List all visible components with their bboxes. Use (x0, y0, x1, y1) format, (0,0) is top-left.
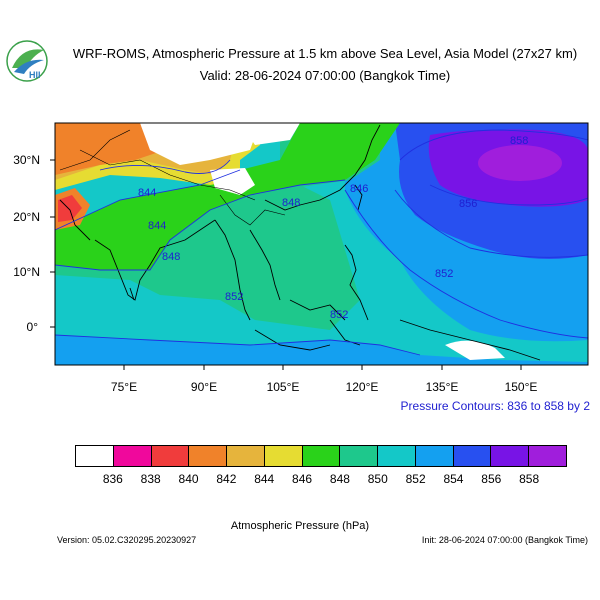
map-frame (54, 122, 589, 366)
colorbar-swatch (113, 446, 152, 466)
colorbar (75, 445, 567, 467)
lon-label: 75°E (111, 380, 137, 394)
colorbar-swatch (491, 446, 530, 466)
colorbar-swatch (378, 446, 416, 466)
colorbar-swatch (189, 446, 228, 466)
contour-label: 848 (162, 251, 180, 263)
colorbar-level-label: 844 (254, 472, 275, 486)
colorbar-level-label: 846 (292, 472, 313, 486)
version-text: Version: 05.02.C320295.20230927 (57, 535, 197, 545)
contour-label: 844 (138, 187, 156, 199)
contour-label: 844 (148, 220, 166, 232)
colorbar-level-label: 856 (481, 472, 502, 486)
colorbar-units: Atmospheric Pressure (hPa) (230, 520, 370, 532)
contour-label: 846 (350, 183, 368, 195)
axis-ticks (50, 159, 522, 370)
contour-label: 848 (282, 197, 300, 209)
colorbar-level-label: 852 (405, 472, 426, 486)
colorbar-swatch (151, 446, 190, 466)
lon-label: 150°E (505, 380, 538, 394)
lon-label: 105°E (267, 380, 300, 394)
colorbar-level-label: 854 (443, 472, 464, 486)
logo-text: HII (29, 70, 41, 80)
contour-label: 852 (225, 291, 243, 303)
lon-label: 135°E (426, 380, 459, 394)
lat-label: 30°N (13, 153, 40, 167)
colorbar-swatch (227, 446, 265, 466)
contour-note: Pressure Contours: 836 to 858 by 2 (400, 399, 590, 413)
coastlines (59, 124, 541, 361)
lat-label: 20°N (13, 210, 40, 224)
chart-title: WRF-ROMS, Atmospheric Pressure at 1.5 km… (72, 46, 578, 61)
lon-label: 90°E (191, 380, 217, 394)
contour-labels: 858 856 852 848 848 846 844 844 852 852 (138, 135, 528, 321)
valid-time: Valid: 28-06-2024 07:00:00 (Bangkok Time… (199, 68, 451, 83)
hii-logo: HII (6, 40, 48, 82)
borders (59, 129, 286, 226)
lat-label: 10°N (13, 265, 40, 279)
colorbar-level-label: 858 (519, 472, 540, 486)
pressure-contours (55, 129, 588, 356)
map-fields (55, 123, 588, 365)
lat-label: 0° (27, 320, 39, 334)
lon-labels: 75°E 90°E 105°E 120°E 135°E 150°E (111, 380, 537, 394)
contour-label: 852 (330, 309, 348, 321)
colorbar-swatch (340, 446, 379, 466)
colorbar-swatch (415, 446, 454, 466)
colorbar-level-label: 842 (216, 472, 237, 486)
colorbar-level-label: 836 (102, 472, 123, 486)
colorbar-level-label: 850 (367, 472, 388, 486)
colorbar-swatch (76, 446, 114, 466)
init-time: Init: 28-06-2024 07:00:00 (Bangkok Time) (421, 535, 588, 545)
colorbar-level-label: 848 (329, 472, 350, 486)
colorbar-swatch (529, 446, 566, 466)
contour-label: 856 (459, 198, 477, 210)
lon-label: 120°E (346, 380, 379, 394)
contour-label: 852 (435, 268, 453, 280)
contour-label: 858 (510, 135, 528, 147)
colorbar-swatch (302, 446, 341, 466)
colorbar-level-label: 838 (140, 472, 161, 486)
colorbar-level-label: 840 (178, 472, 199, 486)
lat-labels: 30°N 20°N 10°N 0° (13, 153, 40, 334)
colorbar-swatch (264, 446, 303, 466)
colorbar-swatch (453, 446, 492, 466)
